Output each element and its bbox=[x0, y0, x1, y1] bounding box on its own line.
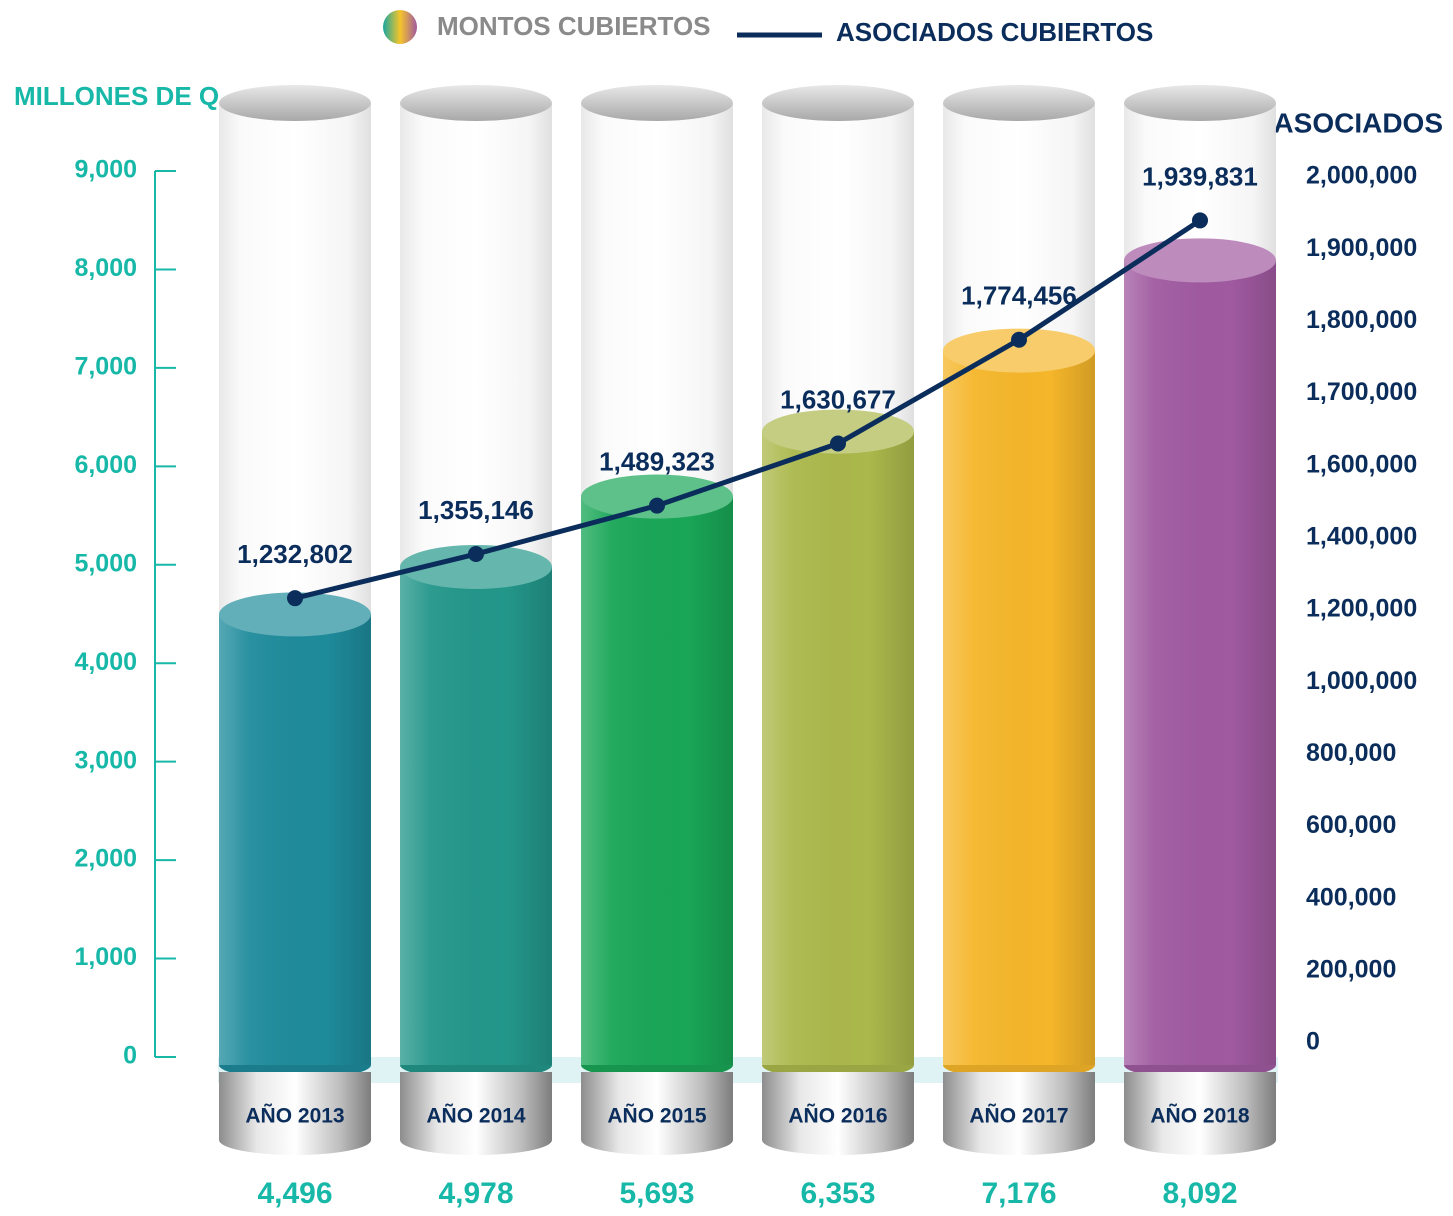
line-point bbox=[830, 435, 846, 452]
bar-top bbox=[1124, 238, 1276, 283]
legend-marker bbox=[383, 10, 417, 44]
y-tick-label: 9,000 bbox=[74, 156, 137, 184]
bar-top bbox=[400, 544, 552, 589]
tube-cap bbox=[400, 85, 552, 121]
bar-value-label: 8,092 bbox=[1162, 1177, 1237, 1210]
line-point bbox=[1011, 331, 1027, 348]
y2-tick-label: 1,400,000 bbox=[1306, 522, 1417, 550]
line-point bbox=[649, 497, 665, 514]
y2-axis-title: ASOCIADOS bbox=[1273, 107, 1443, 138]
x-tick-label: AÑO 2017 bbox=[969, 1105, 1068, 1128]
bar-shade bbox=[762, 431, 914, 1065]
y-tick-label: 4,000 bbox=[74, 648, 137, 676]
y-axis-title: MILLONES DE Q. bbox=[14, 81, 226, 111]
tube-cap bbox=[1124, 85, 1276, 121]
line-value-label: 1,232,802 bbox=[237, 539, 353, 569]
line-point bbox=[287, 590, 303, 607]
line-value-label: 1,489,323 bbox=[599, 446, 715, 476]
y-tick-label: 7,000 bbox=[74, 352, 137, 380]
tube-cap bbox=[762, 85, 914, 121]
bar-value-label: 4,496 bbox=[257, 1177, 332, 1210]
x-tick-label: AÑO 2015 bbox=[607, 1105, 707, 1128]
bar-top bbox=[581, 474, 733, 519]
y2-tick-label: 600,000 bbox=[1306, 811, 1396, 839]
line-value-label: 1,939,831 bbox=[1142, 161, 1258, 191]
line-point bbox=[468, 546, 484, 563]
bar-shade bbox=[219, 614, 371, 1065]
y2-tick-label: 200,000 bbox=[1306, 955, 1396, 983]
bar-shade bbox=[1124, 260, 1276, 1065]
y2-tick-label: 0 bbox=[1306, 1028, 1320, 1056]
base-bottom bbox=[1124, 1125, 1276, 1155]
y-tick-label: 5,000 bbox=[74, 549, 137, 577]
y2-tick-label: 1,800,000 bbox=[1306, 306, 1417, 334]
line-point bbox=[1192, 212, 1208, 229]
base-bottom bbox=[762, 1125, 914, 1155]
y2-tick-label: 2,000,000 bbox=[1306, 162, 1417, 190]
tube-cap bbox=[219, 85, 371, 121]
line bbox=[294, 218, 1202, 601]
bar-value-label: 5,693 bbox=[619, 1177, 694, 1210]
y2-tick-label: 1,600,000 bbox=[1306, 450, 1417, 478]
x-tick-label: AÑO 2013 bbox=[245, 1105, 344, 1128]
y-tick-label: 1,000 bbox=[74, 943, 137, 971]
y2-tick-label: 1,200,000 bbox=[1306, 595, 1417, 623]
y2-tick-label: 1,900,000 bbox=[1306, 234, 1417, 262]
y-tick-label: 0 bbox=[123, 1042, 137, 1070]
x-tick-label: AÑO 2016 bbox=[788, 1105, 887, 1128]
y2-tick-label: 1,700,000 bbox=[1306, 378, 1417, 406]
bar-value-label: 4,978 bbox=[438, 1177, 513, 1210]
x-tick-label: AÑO 2018 bbox=[1150, 1105, 1250, 1128]
y-tick-label: 2,000 bbox=[74, 845, 137, 873]
line-value-label: 1,774,456 bbox=[961, 281, 1077, 311]
line-value-label: 1,630,677 bbox=[780, 384, 896, 414]
bar-value-label: 7,176 bbox=[981, 1177, 1056, 1210]
bar-top bbox=[219, 592, 371, 637]
legend-label: MONTOS CUBIERTOS bbox=[437, 11, 711, 41]
base-bottom bbox=[943, 1125, 1095, 1155]
legend-label: ASOCIADOS CUBIERTOS bbox=[836, 17, 1153, 47]
x-tick-label: AÑO 2014 bbox=[426, 1105, 526, 1128]
y-tick-label: 3,000 bbox=[74, 746, 137, 774]
bar-shade bbox=[400, 566, 552, 1065]
y2-tick-label: 800,000 bbox=[1306, 739, 1396, 767]
y2-tick-label: 1,000,000 bbox=[1306, 667, 1417, 695]
base-bottom bbox=[219, 1125, 371, 1155]
y-tick-label: 6,000 bbox=[74, 451, 137, 479]
base-bottom bbox=[581, 1125, 733, 1155]
bar-shade bbox=[581, 496, 733, 1065]
tube-cap bbox=[581, 85, 733, 121]
y2-tick-label: 400,000 bbox=[1306, 883, 1396, 911]
base-bottom bbox=[400, 1125, 552, 1155]
tube-cap bbox=[943, 85, 1095, 121]
y-tick-label: 8,000 bbox=[74, 254, 137, 282]
bar-shade bbox=[943, 350, 1095, 1066]
bar-value-label: 6,353 bbox=[800, 1177, 875, 1210]
floor-band bbox=[218, 1057, 1278, 1083]
line-value-label: 1,355,146 bbox=[418, 495, 534, 525]
